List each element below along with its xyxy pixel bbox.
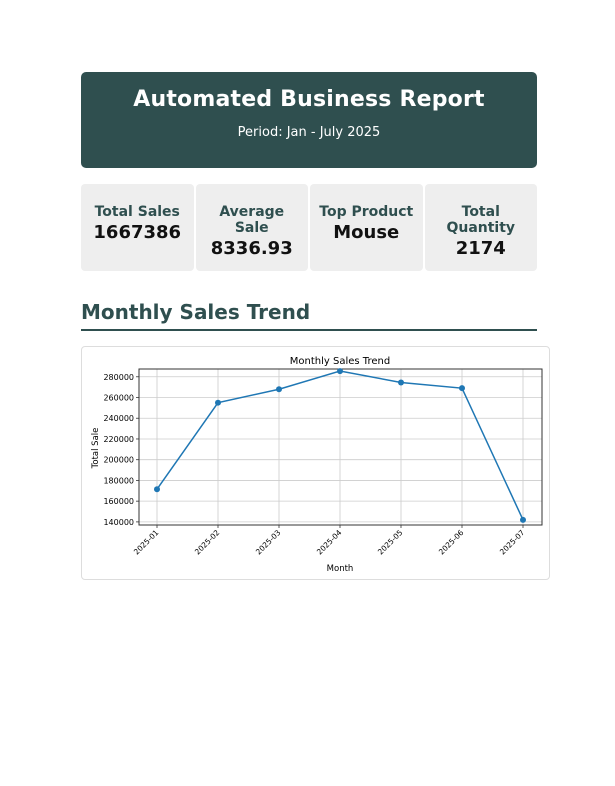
x-tick-label: 2025-07 bbox=[498, 528, 527, 557]
data-point bbox=[459, 385, 465, 392]
y-tick-label: 180000 bbox=[103, 476, 134, 485]
y-tick-label: 140000 bbox=[103, 518, 134, 527]
y-tick-label: 240000 bbox=[103, 414, 134, 423]
plot-frame bbox=[138, 368, 543, 526]
y-tick-label: 200000 bbox=[103, 456, 134, 465]
x-tick-label: 2025-05 bbox=[376, 528, 405, 557]
metric-label: Total Quantity bbox=[446, 204, 516, 236]
y-axis-label: Total Sale bbox=[91, 428, 101, 470]
plot-area: 140000 160000 180000 200000 220000 240000 2600… bbox=[103, 368, 543, 557]
report-period: Period: Jan - July 2025 bbox=[237, 125, 381, 140]
data-point bbox=[337, 368, 343, 375]
metric-value: Mouse bbox=[333, 222, 400, 243]
x-tick-label: 2025-02 bbox=[193, 528, 222, 557]
metric-label: Total Sales bbox=[94, 204, 180, 220]
metrics-row: Total Sales 1667386 Average Sale 8336.93… bbox=[81, 184, 537, 271]
metric-value: 1667386 bbox=[93, 222, 182, 243]
y-tick-label: 260000 bbox=[103, 394, 134, 403]
data-point bbox=[154, 486, 160, 493]
report-header: Automated Business Report Period: Jan - … bbox=[81, 72, 537, 168]
x-tick-label: 2025-06 bbox=[437, 528, 466, 557]
data-point bbox=[398, 379, 404, 386]
x-tick-label: 2025-01 bbox=[132, 528, 161, 557]
section-title: Monthly Sales Trend bbox=[81, 300, 537, 331]
metric-value: 2174 bbox=[455, 238, 506, 259]
y-tick-label: 220000 bbox=[103, 435, 134, 444]
monthly-sales-chart: Monthly Sales Trend Month Total Sale 140… bbox=[91, 356, 543, 574]
chart-title: Monthly Sales Trend bbox=[290, 356, 390, 367]
x-tick-label: 2025-04 bbox=[315, 528, 344, 557]
metric-value: 8336.93 bbox=[210, 238, 293, 259]
y-tick-label: 280000 bbox=[103, 373, 134, 382]
metric-card-total-quantity: Total Quantity 2174 bbox=[424, 184, 537, 271]
data-point bbox=[520, 516, 526, 523]
metric-card-top-product: Top Product Mouse bbox=[310, 184, 423, 271]
x-tick-label: 2025-03 bbox=[254, 528, 283, 557]
metric-card-average-sale: Average Sale 8336.93 bbox=[195, 184, 308, 271]
y-tick-label: 160000 bbox=[103, 497, 134, 506]
report-title: Automated Business Report bbox=[133, 87, 485, 112]
data-point bbox=[215, 399, 221, 406]
metric-label: Average Sale bbox=[219, 204, 285, 236]
data-point bbox=[276, 386, 282, 393]
metric-card-total-sales: Total Sales 1667386 bbox=[81, 184, 194, 271]
chart-container: Monthly Sales Trend Month Total Sale 140… bbox=[81, 346, 550, 580]
metric-label: Top Product bbox=[319, 204, 414, 220]
x-axis-label: Month bbox=[327, 564, 354, 574]
